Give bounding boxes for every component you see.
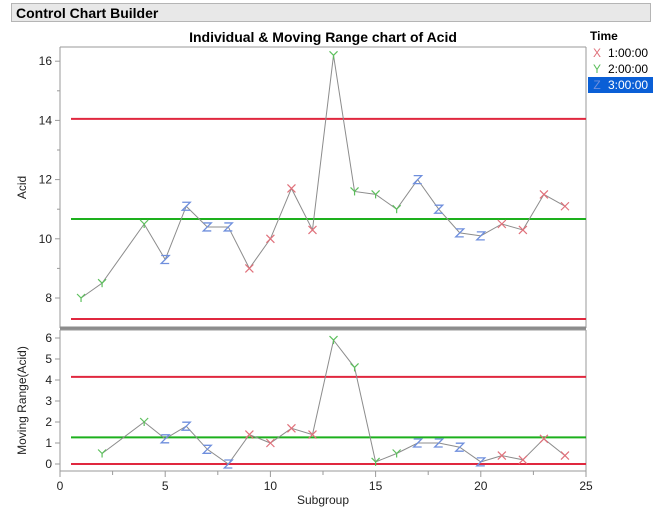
- svg-text:1: 1: [45, 436, 52, 450]
- svg-text:25: 25: [579, 479, 593, 493]
- svg-text:8: 8: [45, 291, 52, 305]
- svg-text:Moving Range(Acid): Moving Range(Acid): [15, 346, 29, 455]
- svg-text:4: 4: [45, 373, 52, 387]
- svg-text:20: 20: [474, 479, 488, 493]
- legend-label: 2:00:00: [608, 62, 649, 76]
- svg-text:0: 0: [45, 457, 52, 471]
- svg-text:3: 3: [45, 394, 52, 408]
- title-bar[interactable]: Control Chart Builder: [11, 3, 651, 22]
- legend-label: 3:00:00: [608, 78, 649, 92]
- svg-text:Subgroup: Subgroup: [297, 493, 349, 507]
- individual-chart: 8 10 12 14 16 Acid: [15, 46, 587, 328]
- moving-range-chart: 0 1 2 3 4 5 6 Moving Range(Acid) 0 5 10 15 20 25 Subgr…: [15, 329, 593, 507]
- svg-text:15: 15: [369, 479, 383, 493]
- legend-item-3[interactable]: Z 3:00:00: [588, 77, 653, 93]
- svg-text:10: 10: [39, 232, 53, 246]
- svg-text:6: 6: [45, 331, 52, 345]
- legend-title: Time: [590, 29, 618, 43]
- svg-text:12: 12: [39, 173, 53, 187]
- svg-text:0: 0: [57, 479, 64, 493]
- svg-text:10: 10: [264, 479, 278, 493]
- svg-text:16: 16: [39, 54, 53, 68]
- svg-text:14: 14: [39, 113, 53, 127]
- legend: Time X 1:00:00 Y 2:00:00 Z 3:00:00: [588, 29, 653, 93]
- x-marker-icon: X: [592, 46, 601, 60]
- window-title: Control Chart Builder: [16, 5, 159, 21]
- y-marker-icon: Y: [592, 62, 601, 76]
- svg-text:2: 2: [45, 415, 52, 429]
- legend-item-1[interactable]: X 1:00:00: [588, 45, 653, 61]
- svg-text:Acid: Acid: [15, 176, 29, 199]
- z-marker-icon: Z: [593, 78, 601, 92]
- chart-title: Individual & Moving Range chart of Acid: [189, 29, 457, 45]
- svg-text:5: 5: [162, 479, 169, 493]
- svg-text:5: 5: [45, 352, 52, 366]
- legend-item-2[interactable]: Y 2:00:00: [588, 61, 653, 77]
- legend-label: 1:00:00: [608, 46, 649, 60]
